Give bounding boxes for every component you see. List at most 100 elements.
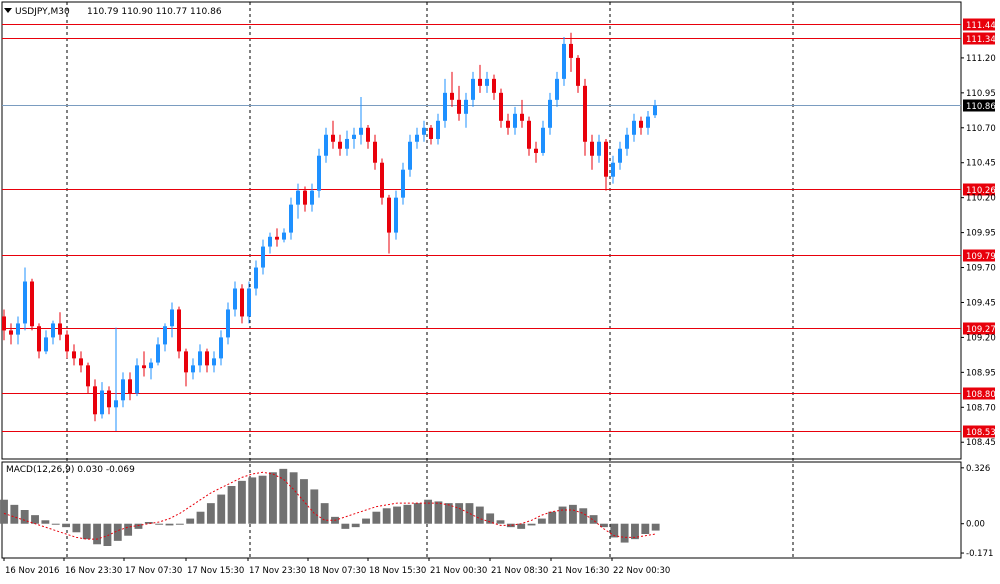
candle-93[interactable]	[653, 99, 657, 118]
candle-86[interactable]	[604, 138, 608, 191]
candle-54[interactable]	[380, 158, 384, 205]
candle-11[interactable]	[79, 351, 83, 373]
candle-74[interactable]	[520, 99, 524, 128]
candle-19[interactable]	[135, 358, 139, 397]
macd-bar-19	[196, 511, 205, 524]
candle-85[interactable]	[597, 134, 601, 163]
candle-83[interactable]	[583, 78, 587, 156]
candle-21[interactable]	[149, 358, 153, 380]
candle-4[interactable]	[30, 278, 34, 331]
candle-6[interactable]	[44, 330, 48, 355]
candle-60[interactable]	[422, 120, 426, 142]
candle-15[interactable]	[107, 386, 111, 415]
candle-47[interactable]	[331, 120, 335, 149]
candle-63[interactable]	[443, 78, 447, 128]
candle-88[interactable]	[618, 141, 622, 170]
candle-45[interactable]	[317, 148, 321, 198]
candle-34[interactable]	[240, 284, 244, 324]
candle-56[interactable]	[394, 190, 398, 240]
candle-18[interactable]	[128, 372, 132, 401]
candle-29[interactable]	[205, 348, 209, 373]
candle-14[interactable]	[100, 382, 104, 419]
candle-3[interactable]	[23, 267, 27, 331]
candle-43[interactable]	[303, 186, 307, 212]
candle-76[interactable]	[534, 141, 538, 163]
candle-13[interactable]	[93, 379, 97, 422]
current-price-label: 110.86	[966, 102, 996, 112]
candle-27[interactable]	[191, 358, 195, 380]
candle-79[interactable]	[555, 71, 559, 107]
candle-87[interactable]	[611, 155, 615, 184]
candle-28[interactable]	[198, 344, 202, 373]
candle-65[interactable]	[457, 85, 461, 121]
candle-35[interactable]	[247, 281, 251, 324]
candle-7[interactable]	[51, 320, 55, 345]
candle-59[interactable]	[415, 127, 419, 149]
candle-33[interactable]	[233, 281, 237, 317]
collapse-triangle-icon[interactable]	[4, 8, 12, 13]
candle-10[interactable]	[72, 344, 76, 366]
candle-71[interactable]	[499, 88, 503, 128]
candle-82[interactable]	[576, 55, 580, 93]
candle-body-31	[219, 337, 223, 359]
candle-12[interactable]	[86, 362, 90, 394]
candle-89[interactable]	[625, 127, 629, 156]
candle-42[interactable]	[296, 183, 300, 219]
candle-52[interactable]	[366, 124, 370, 149]
candle-81[interactable]	[569, 32, 573, 72]
candle-70[interactable]	[492, 74, 496, 100]
candle-24[interactable]	[170, 302, 174, 338]
candle-22[interactable]	[156, 337, 160, 366]
candle-46[interactable]	[324, 127, 328, 163]
candle-53[interactable]	[373, 134, 377, 170]
candle-2[interactable]	[16, 316, 20, 345]
candle-90[interactable]	[632, 113, 636, 142]
candle-48[interactable]	[338, 134, 342, 156]
candle-32[interactable]	[226, 302, 230, 345]
candle-0[interactable]	[2, 309, 6, 341]
candle-20[interactable]	[142, 351, 146, 377]
candle-84[interactable]	[590, 134, 594, 170]
candle-39[interactable]	[275, 228, 279, 247]
candle-66[interactable]	[464, 92, 468, 128]
candle-77[interactable]	[541, 120, 545, 156]
candle-78[interactable]	[548, 92, 552, 135]
candle-37[interactable]	[261, 239, 265, 275]
candle-92[interactable]	[646, 111, 650, 135]
candle-49[interactable]	[345, 130, 349, 156]
candle-1[interactable]	[9, 323, 13, 345]
candle-40[interactable]	[282, 228, 286, 243]
candle-26[interactable]	[184, 348, 188, 387]
candle-55[interactable]	[387, 194, 391, 254]
candle-67[interactable]	[471, 71, 475, 107]
candle-30[interactable]	[212, 351, 216, 373]
candle-64[interactable]	[450, 71, 454, 107]
candle-5[interactable]	[37, 323, 41, 359]
candle-16[interactable]	[114, 327, 118, 432]
candle-62[interactable]	[436, 113, 440, 145]
candle-72[interactable]	[506, 113, 510, 135]
candle-91[interactable]	[639, 116, 643, 135]
candle-68[interactable]	[478, 64, 482, 93]
candle-44[interactable]	[310, 183, 314, 212]
macd-bar-57	[589, 515, 598, 524]
candle-23[interactable]	[163, 323, 167, 352]
candle-8[interactable]	[58, 312, 62, 341]
candle-69[interactable]	[485, 71, 489, 93]
candle-50[interactable]	[352, 127, 356, 149]
candle-58[interactable]	[408, 134, 412, 177]
candle-80[interactable]	[562, 36, 566, 86]
candle-73[interactable]	[513, 106, 517, 135]
candle-38[interactable]	[268, 232, 272, 254]
candle-9[interactable]	[65, 330, 69, 359]
candle-36[interactable]	[254, 260, 258, 296]
candle-57[interactable]	[401, 162, 405, 205]
candle-51[interactable]	[359, 97, 363, 145]
candle-31[interactable]	[219, 330, 223, 366]
candle-17[interactable]	[121, 372, 125, 408]
candle-61[interactable]	[429, 124, 433, 145]
candle-75[interactable]	[527, 116, 531, 156]
candle-41[interactable]	[289, 197, 293, 240]
candle-25[interactable]	[177, 306, 181, 359]
